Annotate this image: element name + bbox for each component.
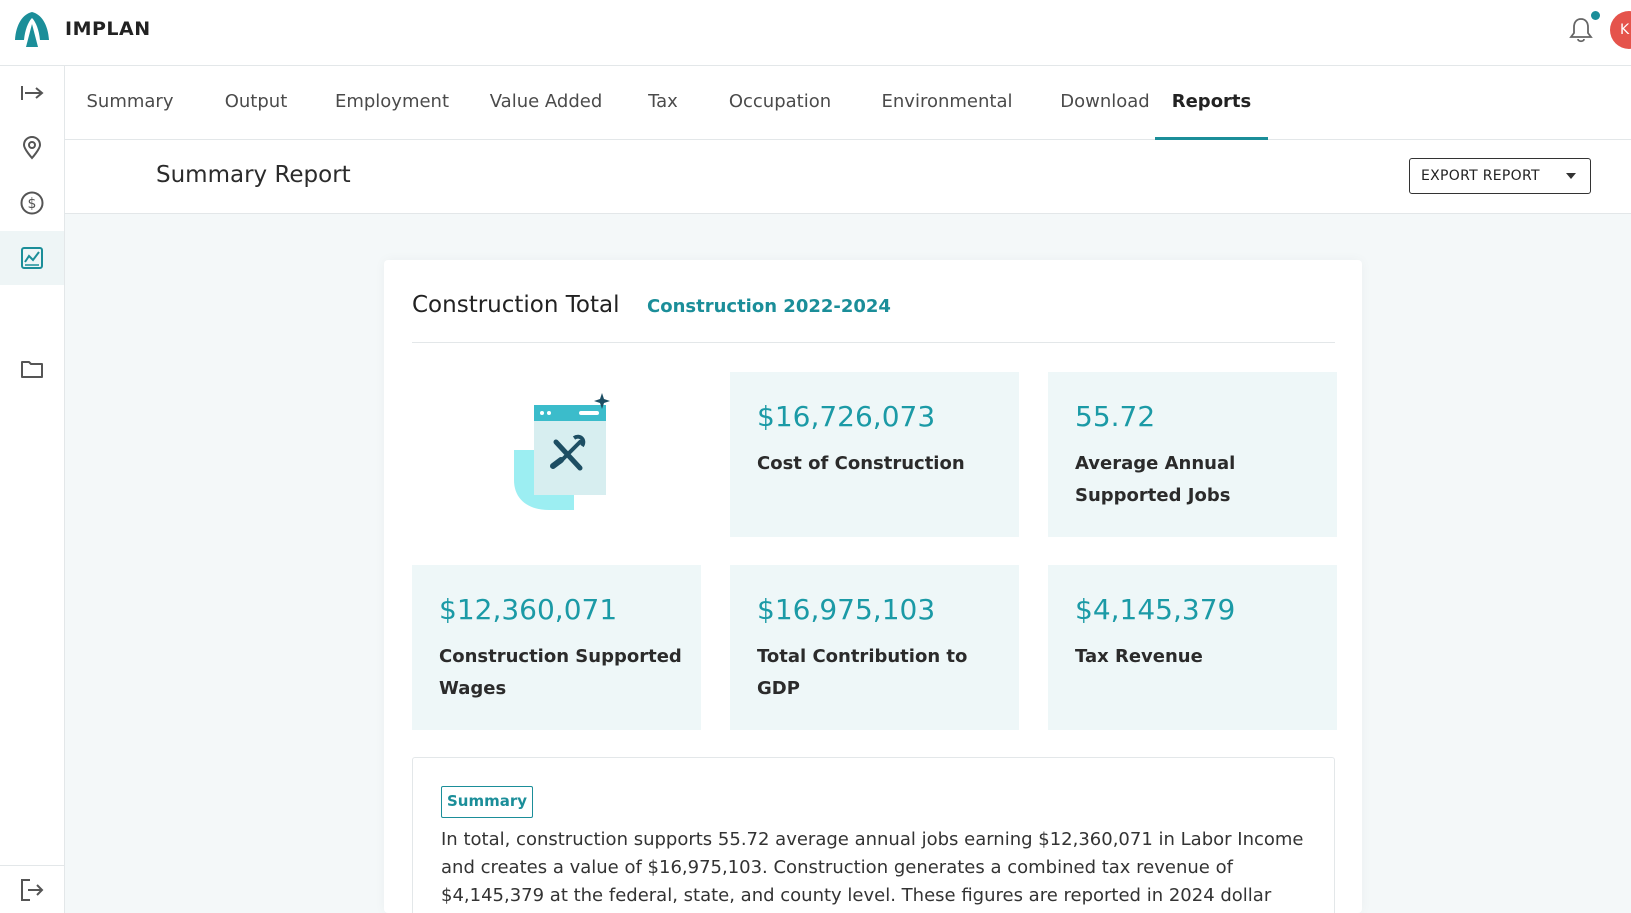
tab-output[interactable]: Output — [224, 91, 288, 112]
top-bar: IMPLAN K — [0, 0, 1631, 66]
tab-value-added[interactable]: Value Added — [489, 91, 603, 112]
logout-icon — [21, 878, 44, 901]
card-divider — [412, 342, 1335, 343]
notification-dot — [1591, 11, 1600, 20]
location-pin-icon — [22, 135, 42, 160]
notification-bell-icon[interactable] — [1568, 16, 1594, 44]
tab-employment[interactable]: Employment — [334, 91, 450, 112]
stat-label: Total Contribution to GDP — [757, 646, 968, 699]
stat-label: Tax Revenue — [1075, 646, 1203, 667]
implan-logo-icon[interactable] — [13, 10, 51, 48]
construction-tools-illustration-icon — [514, 393, 610, 510]
stat-value: 55.72 — [1075, 400, 1156, 433]
export-report-button[interactable]: EXPORT REPORT — [1409, 158, 1591, 194]
report-subtitle: Construction 2022-2024 — [647, 296, 891, 317]
tab-environmental[interactable]: Environmental — [881, 91, 1013, 112]
rail-divider — [0, 865, 64, 866]
rail-expand-button[interactable] — [0, 66, 64, 120]
rail-reports-button[interactable] — [0, 231, 64, 285]
rail-folder-button[interactable] — [0, 342, 64, 396]
page-header: Summary Report EXPORT REPORT — [65, 140, 1631, 214]
rail-dollar-button[interactable]: $ — [0, 176, 64, 230]
stat-card-jobs: 55.72 Average Annual Supported Jobs — [1048, 372, 1337, 537]
stat-card-tax: $4,145,379 Tax Revenue — [1048, 565, 1337, 730]
stat-label: Construction Supported Wages — [439, 646, 682, 699]
summary-text: In total, construction supports 55.72 av… — [441, 829, 1304, 906]
folder-icon — [21, 361, 43, 378]
dollar-circle-icon: $ — [20, 191, 44, 215]
chart-icon — [21, 247, 43, 269]
stat-card-cost: $16,726,073 Cost of Construction — [730, 372, 1019, 537]
stat-value: $16,726,073 — [757, 400, 936, 433]
user-avatar[interactable]: K — [1610, 11, 1631, 49]
page-title: Summary Report — [156, 162, 351, 188]
tab-tax[interactable]: Tax — [648, 91, 678, 112]
brand-name: IMPLAN — [65, 18, 151, 40]
export-report-label: EXPORT REPORT — [1421, 168, 1540, 184]
tab-occupation[interactable]: Occupation — [728, 91, 832, 112]
rail-logout-button[interactable] — [0, 866, 64, 913]
rail-location-button[interactable] — [0, 121, 64, 175]
left-rail: $ — [0, 66, 65, 913]
report-title: Construction Total — [412, 292, 620, 318]
svg-text:$: $ — [28, 196, 37, 212]
caret-down-icon — [1566, 173, 1576, 179]
stat-card-wages: $12,360,071 Construction Supported Wages — [412, 565, 701, 730]
summary-badge: Summary — [441, 786, 534, 818]
report-tabs: Summary Output Employment Value Added Ta… — [65, 66, 1631, 140]
arrow-right-bar-icon — [21, 86, 44, 100]
tab-summary[interactable]: Summary — [86, 91, 174, 112]
stat-label: Cost of Construction — [757, 453, 965, 474]
tab-reports[interactable]: Reports — [1155, 66, 1268, 140]
report-card: Construction Total Construction 2022-202… — [384, 260, 1362, 913]
stat-card-gdp: $16,975,103 Total Contribution to GDP — [730, 565, 1019, 730]
stat-label: Average Annual Supported Jobs — [1075, 453, 1236, 506]
tab-download[interactable]: Download — [1060, 91, 1150, 112]
stat-value: $16,975,103 — [757, 593, 936, 626]
summary-section: Summary In total, construction supports … — [412, 757, 1335, 913]
stat-value: $12,360,071 — [439, 593, 618, 626]
stat-value: $4,145,379 — [1075, 593, 1236, 626]
